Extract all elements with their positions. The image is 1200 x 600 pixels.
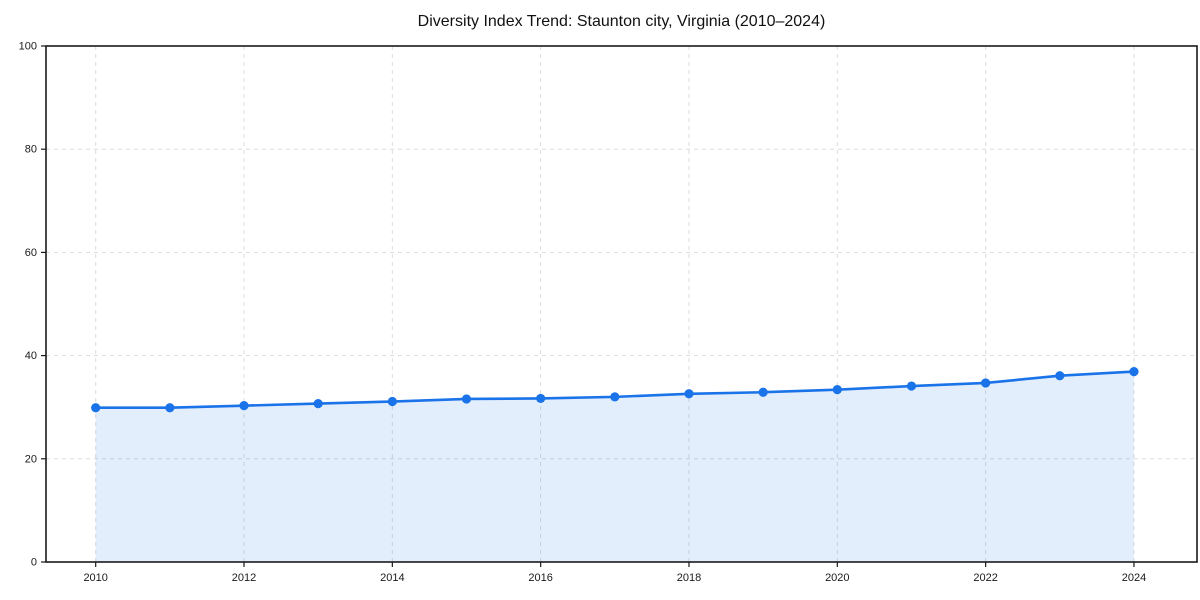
x-tick-label-2022: 2022 [973, 572, 997, 584]
y-tick-label-0: 0 [31, 557, 37, 569]
data-point-2024 [1129, 366, 1139, 377]
plot-border [45, 45, 1198, 563]
data-point-2016 [536, 393, 546, 404]
data-point-2019 [758, 387, 768, 397]
data-point-2012 [239, 401, 249, 411]
data-point-2017 [610, 392, 620, 402]
data-point-2015 [461, 394, 472, 404]
x-tick-label-2018: 2018 [677, 572, 701, 584]
area-fill [95, 371, 1134, 562]
x-tick-label-2024: 2024 [1122, 572, 1146, 584]
y-tick-label-60: 60 [25, 247, 37, 259]
x-tick-label-2010: 2010 [83, 572, 107, 584]
x-tick-label-2012: 2012 [232, 572, 256, 584]
data-point-2022 [981, 378, 991, 388]
x-tick-label-2016: 2016 [528, 572, 552, 584]
data-point-2018 [684, 389, 694, 399]
x-tick-label-2014: 2014 [380, 572, 404, 584]
data-point-2023 [1055, 371, 1065, 381]
data-point-2021 [906, 381, 917, 391]
data-point-2010 [91, 403, 101, 413]
y-tick-label-20: 20 [25, 453, 37, 465]
y-tick-label-100: 100 [19, 41, 37, 53]
data-point-2013 [313, 398, 323, 409]
x-tick-label-2020: 2020 [825, 572, 849, 584]
y-tick-label-40: 40 [25, 350, 37, 362]
y-tick-label-80: 80 [25, 144, 37, 156]
chart-title: Diversity Index Trend: Staunton city, Vi… [417, 13, 826, 30]
data-point-2011 [165, 403, 175, 413]
data-point-2014 [387, 396, 397, 407]
data-point-2020 [832, 385, 842, 395]
